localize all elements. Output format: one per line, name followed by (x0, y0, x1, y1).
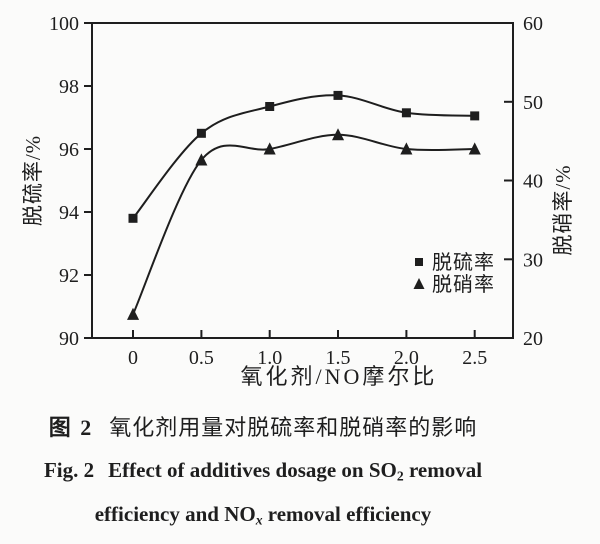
left-axis-tick-label: 96 (59, 139, 79, 161)
left-axis-tick-label: 98 (59, 76, 79, 98)
x-axis-tick-label: 0.5 (189, 347, 214, 369)
data-point-marker-triangle (127, 307, 140, 320)
data-point-marker-square (128, 213, 138, 223)
caption-english-line2: efficiency and NOx removal efficiency (0, 499, 526, 535)
x-axis-tick-label: 2.5 (462, 347, 487, 369)
data-point-marker-triangle (332, 128, 345, 141)
data-point-marker-triangle (263, 142, 276, 155)
data-point-marker-triangle (400, 142, 413, 155)
caption-en2-pre: efficiency and NO (94, 502, 256, 527)
caption-en-figure-number: Fig. 2 (43, 458, 95, 482)
caption-english-line1: Fig. 2 Effect of additives dosage on SO2 … (0, 455, 526, 491)
right-axis-tick-label: 20 (523, 328, 543, 350)
data-point-marker-square (265, 102, 275, 111)
x-axis-title: 氧化剂/NO摩尔比 (241, 364, 438, 389)
right-axis-tick-label: 30 (523, 249, 543, 271)
right-axis-title: 脱硝率/% (551, 164, 575, 255)
x-axis-tick-label: 0 (128, 347, 138, 369)
caption-cn-text: 氧化剂用量对脱硫率和脱硝率的影响 (109, 415, 478, 440)
right-axis-tick-label: 60 (523, 13, 543, 35)
legend-label: 脱硝率 (432, 273, 495, 296)
caption-en1-post: removal (403, 458, 483, 482)
right-axis-tick-label: 50 (523, 92, 543, 114)
data-point-marker-square (333, 90, 343, 100)
x-axis-tick-label: 2.0 (394, 347, 419, 369)
data-point-marker-square (401, 108, 411, 118)
x-axis-tick-label: 1.5 (326, 347, 351, 369)
data-point-marker-square (196, 128, 206, 138)
left-axis-tick-label: 100 (49, 13, 79, 35)
caption-chinese: 图 2 氧化剂用量对脱硫率和脱硝率的影响 (0, 413, 526, 443)
legend-label: 脱硫率 (432, 251, 495, 274)
series-line-so2-removal (132, 94, 475, 219)
left-axis-tick-label: 94 (59, 202, 79, 224)
data-point-marker-triangle (468, 142, 481, 155)
legend-marker-triangle (413, 278, 425, 289)
data-point-marker-triangle (195, 153, 208, 166)
left-axis-tick-label: 92 (59, 265, 79, 287)
caption-en1-subscript: 2 (396, 468, 404, 484)
caption-cn-figure-number: 图 2 (48, 415, 94, 440)
left-axis-tick-label: 90 (59, 328, 79, 350)
dual-axis-line-chart: 90 92 94 96 98 100 20 30 40 50 60 0 0.5 1.0 1.5 2.0 2.5 脱… (21, 13, 575, 389)
data-point-marker-square (470, 111, 480, 121)
legend-marker-square (415, 258, 423, 266)
figure-caption: 图 2 氧化剂用量对脱硫率和脱硝率的影响 Fig. 2 Effect of addi… (0, 413, 600, 536)
caption-en1-pre: Effect of additives dosage on SO (108, 458, 397, 482)
caption-en2-post: removal efficiency (262, 502, 432, 527)
x-axis-tick-label: 1.0 (257, 347, 282, 369)
caption-en2-subscript: x (255, 512, 263, 528)
left-axis-title: 脱硫率/% (21, 135, 45, 226)
right-axis-tick-label: 40 (523, 171, 543, 193)
